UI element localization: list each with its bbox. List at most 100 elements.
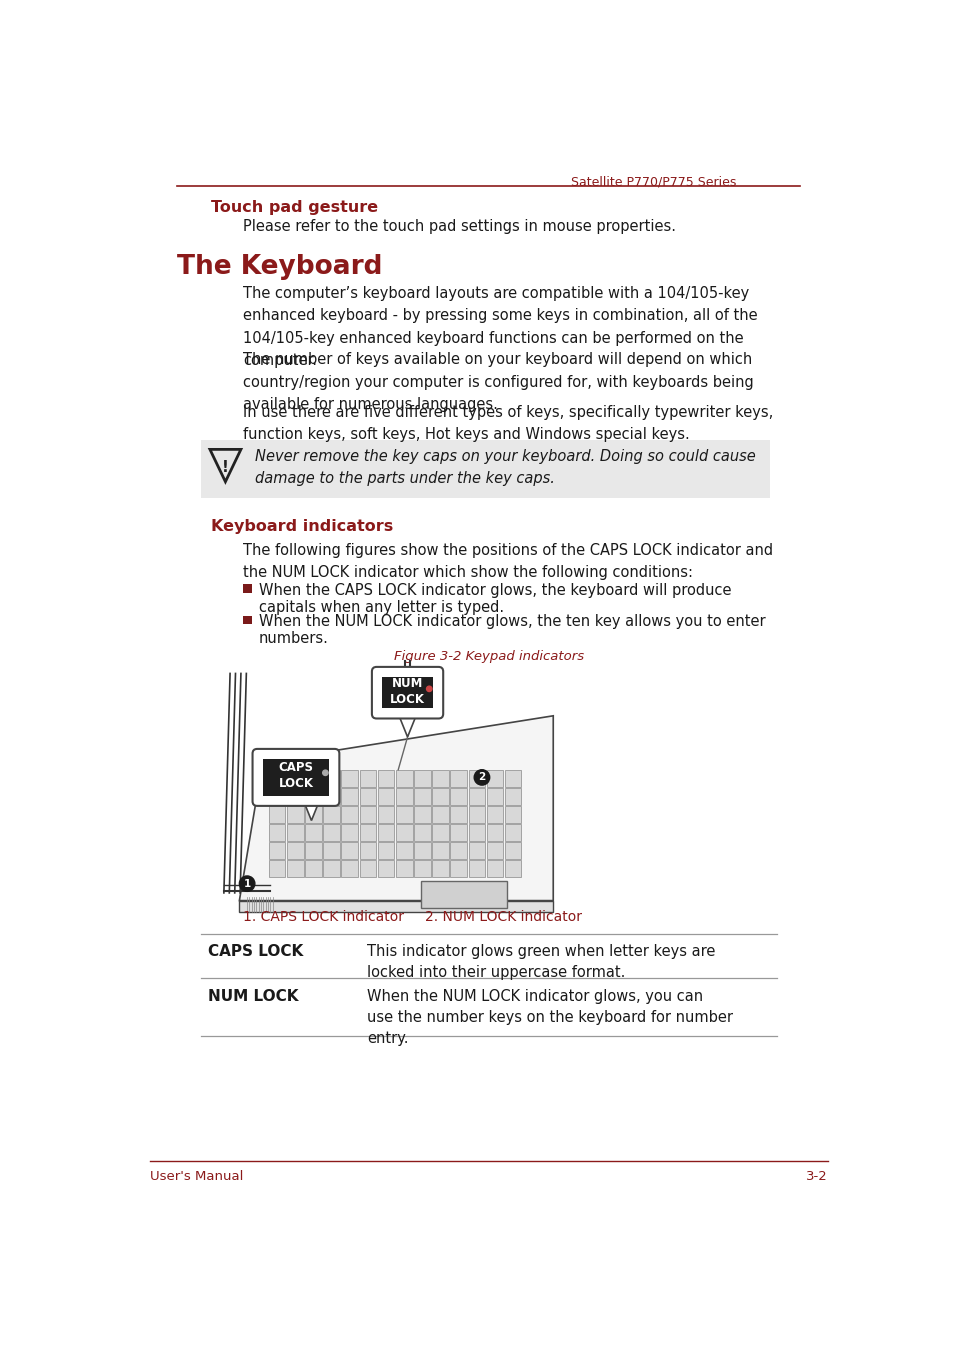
Polygon shape bbox=[450, 842, 467, 858]
Text: When the NUM LOCK indicator glows, you can
use the number keys on the keyboard f: When the NUM LOCK indicator glows, you c… bbox=[367, 989, 733, 1046]
Polygon shape bbox=[486, 807, 503, 823]
Polygon shape bbox=[414, 771, 430, 787]
Text: Keyboard indicators: Keyboard indicators bbox=[211, 519, 393, 534]
Polygon shape bbox=[421, 881, 506, 908]
FancyBboxPatch shape bbox=[243, 616, 252, 624]
Polygon shape bbox=[239, 716, 553, 901]
Text: Satellite P770/P775 Series: Satellite P770/P775 Series bbox=[571, 175, 736, 188]
Polygon shape bbox=[468, 861, 485, 877]
Polygon shape bbox=[341, 842, 357, 858]
Polygon shape bbox=[395, 807, 412, 823]
Text: 2: 2 bbox=[477, 772, 485, 783]
Polygon shape bbox=[359, 861, 375, 877]
Text: The Keyboard: The Keyboard bbox=[177, 254, 382, 280]
Polygon shape bbox=[287, 807, 303, 823]
Polygon shape bbox=[269, 807, 285, 823]
Polygon shape bbox=[239, 901, 553, 912]
Polygon shape bbox=[269, 771, 285, 787]
Circle shape bbox=[322, 771, 328, 776]
FancyBboxPatch shape bbox=[262, 759, 329, 796]
Polygon shape bbox=[323, 807, 339, 823]
Text: The number of keys available on your keyboard will depend on which
country/regio: The number of keys available on your key… bbox=[243, 352, 753, 412]
FancyBboxPatch shape bbox=[381, 677, 433, 709]
Polygon shape bbox=[305, 788, 321, 804]
Polygon shape bbox=[305, 824, 321, 841]
Text: When the NUM LOCK indicator glows, the ten key allows you to enter: When the NUM LOCK indicator glows, the t… bbox=[258, 615, 764, 629]
Polygon shape bbox=[432, 842, 448, 858]
Polygon shape bbox=[323, 861, 339, 877]
Polygon shape bbox=[432, 771, 448, 787]
Polygon shape bbox=[377, 771, 394, 787]
Text: 2. NUM LOCK indicator: 2. NUM LOCK indicator bbox=[425, 909, 581, 924]
Polygon shape bbox=[486, 861, 503, 877]
Polygon shape bbox=[397, 714, 416, 737]
FancyBboxPatch shape bbox=[243, 584, 252, 593]
Polygon shape bbox=[359, 807, 375, 823]
Polygon shape bbox=[341, 861, 357, 877]
Polygon shape bbox=[269, 861, 285, 877]
Polygon shape bbox=[341, 788, 357, 804]
Text: The computer’s keyboard layouts are compatible with a 104/105-key
enhanced keybo: The computer’s keyboard layouts are comp… bbox=[243, 286, 757, 367]
Polygon shape bbox=[432, 861, 448, 877]
Polygon shape bbox=[486, 771, 503, 787]
Polygon shape bbox=[341, 771, 357, 787]
Polygon shape bbox=[486, 788, 503, 804]
Polygon shape bbox=[323, 788, 339, 804]
Polygon shape bbox=[414, 824, 430, 841]
Polygon shape bbox=[377, 788, 394, 804]
Polygon shape bbox=[359, 771, 375, 787]
Polygon shape bbox=[323, 842, 339, 858]
Polygon shape bbox=[377, 842, 394, 858]
Polygon shape bbox=[468, 771, 485, 787]
Text: Please refer to the touch pad settings in mouse properties.: Please refer to the touch pad settings i… bbox=[243, 219, 676, 234]
Polygon shape bbox=[269, 788, 285, 804]
Polygon shape bbox=[486, 842, 503, 858]
Polygon shape bbox=[504, 824, 521, 841]
Polygon shape bbox=[305, 807, 321, 823]
Polygon shape bbox=[504, 861, 521, 877]
Polygon shape bbox=[450, 788, 467, 804]
Polygon shape bbox=[486, 824, 503, 841]
Text: Never remove the key caps on your keyboard. Doing so could cause
damage to the p: Never remove the key caps on your keyboa… bbox=[254, 449, 755, 486]
Text: When the CAPS LOCK indicator glows, the keyboard will produce: When the CAPS LOCK indicator glows, the … bbox=[258, 582, 731, 597]
Polygon shape bbox=[341, 807, 357, 823]
Polygon shape bbox=[341, 824, 357, 841]
Text: Touch pad gesture: Touch pad gesture bbox=[211, 200, 377, 215]
Polygon shape bbox=[395, 842, 412, 858]
Polygon shape bbox=[323, 824, 339, 841]
Polygon shape bbox=[414, 788, 430, 804]
Text: NUM LOCK: NUM LOCK bbox=[208, 989, 298, 1005]
Polygon shape bbox=[450, 771, 467, 787]
Polygon shape bbox=[414, 861, 430, 877]
Polygon shape bbox=[432, 824, 448, 841]
Text: This indicator glows green when letter keys are
locked into their uppercase form: This indicator glows green when letter k… bbox=[367, 944, 715, 981]
Polygon shape bbox=[305, 771, 321, 787]
Polygon shape bbox=[359, 842, 375, 858]
Circle shape bbox=[426, 686, 432, 691]
Polygon shape bbox=[395, 771, 412, 787]
Polygon shape bbox=[468, 807, 485, 823]
FancyBboxPatch shape bbox=[253, 749, 339, 806]
Polygon shape bbox=[305, 861, 321, 877]
FancyBboxPatch shape bbox=[372, 667, 443, 718]
Polygon shape bbox=[395, 824, 412, 841]
Polygon shape bbox=[269, 824, 285, 841]
FancyBboxPatch shape bbox=[200, 440, 769, 498]
Text: 1: 1 bbox=[243, 878, 251, 889]
Polygon shape bbox=[305, 842, 321, 858]
Polygon shape bbox=[287, 842, 303, 858]
Polygon shape bbox=[504, 788, 521, 804]
Circle shape bbox=[474, 769, 489, 785]
Polygon shape bbox=[432, 788, 448, 804]
Text: 3-2: 3-2 bbox=[805, 1170, 827, 1184]
Text: !: ! bbox=[222, 460, 229, 475]
Polygon shape bbox=[414, 807, 430, 823]
Text: The following figures show the positions of the CAPS LOCK indicator and
the NUM : The following figures show the positions… bbox=[243, 542, 773, 580]
Polygon shape bbox=[450, 861, 467, 877]
Polygon shape bbox=[468, 788, 485, 804]
Polygon shape bbox=[359, 788, 375, 804]
Text: numbers.: numbers. bbox=[258, 631, 328, 646]
Polygon shape bbox=[395, 861, 412, 877]
Polygon shape bbox=[450, 824, 467, 841]
Polygon shape bbox=[377, 861, 394, 877]
